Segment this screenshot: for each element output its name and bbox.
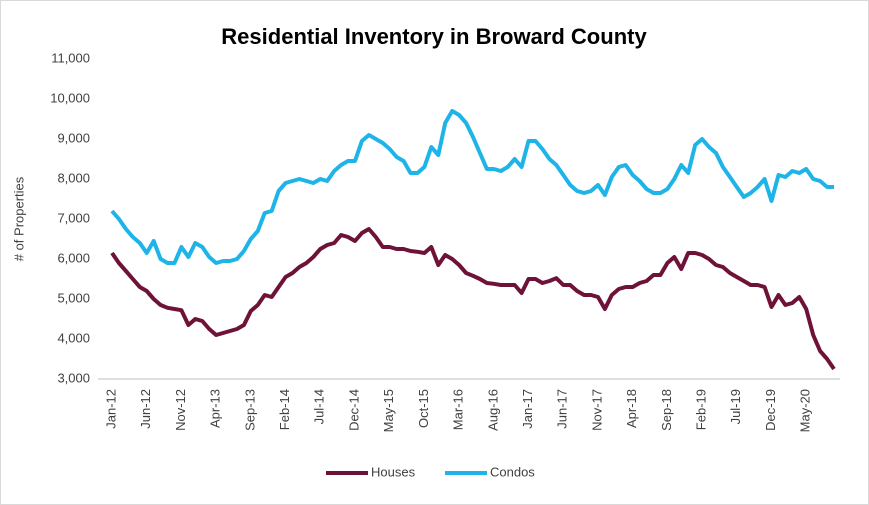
x-tick-label: Nov-12	[173, 389, 188, 431]
x-tick-label: May-15	[381, 389, 396, 432]
x-tick-label: Aug-16	[485, 389, 500, 431]
x-tick-label: Sep-13	[242, 389, 257, 431]
x-tick-label: Dec-14	[346, 389, 361, 431]
x-tick-label: Jul-14	[312, 389, 327, 424]
y-tick-label: 7,000	[57, 210, 90, 225]
y-tick-label: 9,000	[57, 130, 90, 145]
y-axis-label: # of Properties	[11, 176, 26, 261]
x-tick-label: Feb-14	[277, 389, 292, 430]
x-tick-label: Apr-13	[208, 389, 223, 428]
legend-label: Condos	[490, 464, 535, 479]
x-tick-label: Dec-19	[763, 389, 778, 431]
x-tick-label: Jan-17	[520, 389, 535, 429]
y-tick-label: 6,000	[57, 250, 90, 265]
x-tick-label: Nov-17	[589, 389, 604, 431]
legend-label: Houses	[371, 464, 416, 479]
x-tick-label: Sep-18	[659, 389, 674, 431]
y-tick-label: 10,000	[50, 90, 90, 105]
y-tick-label: 5,000	[57, 290, 90, 305]
x-tick-label: Jul-19	[728, 389, 743, 424]
x-tick-label: Feb-19	[694, 389, 709, 430]
y-tick-label: 4,000	[57, 330, 90, 345]
y-tick-label: 11,000	[51, 50, 90, 65]
x-tick-label: Jun-12	[138, 389, 153, 429]
x-tick-label: May-20	[798, 389, 813, 432]
line-series	[110, 227, 836, 371]
x-tick-label: Mar-16	[451, 389, 466, 430]
x-tick-label: Jun-17	[555, 389, 570, 429]
x-tick-label: Oct-15	[416, 389, 431, 428]
chart-title: Residential Inventory in Broward County	[221, 24, 647, 49]
y-tick-label: 8,000	[57, 170, 90, 185]
line-series	[110, 109, 834, 265]
x-tick-label: Jan-12	[103, 389, 118, 429]
y-tick-label: 3,000	[57, 370, 90, 385]
x-tick-label: Apr-18	[624, 389, 639, 428]
